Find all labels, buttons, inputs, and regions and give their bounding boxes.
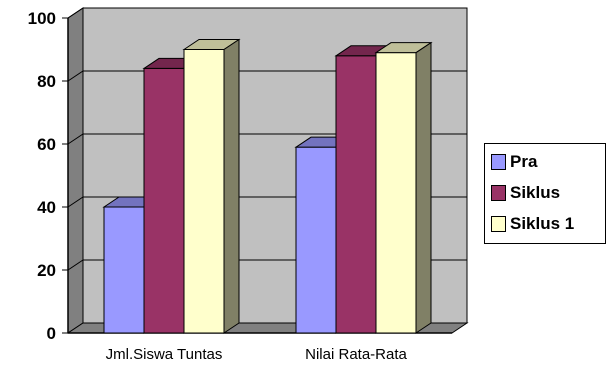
x-tick-label: Nilai Rata-Rata xyxy=(305,346,407,363)
bar-siklus-1-jml-siswa-tuntas xyxy=(183,49,225,334)
legend-label-siklus-1: Siklus 1 xyxy=(510,213,575,233)
y-tick-label: 20 xyxy=(37,261,56,280)
bar-pra-nilai-rata-rata xyxy=(295,146,337,334)
y-tick-label: 100 xyxy=(28,9,56,28)
y-tick-labels: 0 20 40 60 80 100 xyxy=(28,9,56,343)
legend-swatch-siklus-1 xyxy=(491,215,506,232)
bar-side xyxy=(415,41,432,334)
legend-item-siklus: Siklus xyxy=(491,177,605,208)
y-tick-label: 80 xyxy=(37,72,56,91)
y-tick-label: 0 xyxy=(47,324,56,343)
legend-item-siklus-1: Siklus 1 xyxy=(491,208,605,239)
bar-side xyxy=(223,38,240,334)
legend: Pra Siklus Siklus 1 xyxy=(484,143,606,244)
legend-item-pra: Pra xyxy=(491,146,605,177)
bars xyxy=(102,38,433,334)
x-tick-labels: Jml.Siswa Tuntas Nilai Rata-Rata xyxy=(106,346,408,363)
x-tick-label: Jml.Siswa Tuntas xyxy=(106,346,223,363)
plot-side-wall xyxy=(67,7,84,334)
y-tick-label: 40 xyxy=(37,198,56,217)
legend-label-siklus: Siklus xyxy=(510,182,561,202)
bar-pra-jml-siswa-tuntas xyxy=(103,206,145,334)
y-tick-label: 60 xyxy=(37,135,56,154)
legend-swatch-pra xyxy=(491,153,506,170)
legend-swatch-siklus xyxy=(491,184,506,201)
legend-label-pra: Pra xyxy=(510,151,538,171)
gridline xyxy=(67,7,467,19)
bar-siklus-1-nilai-rata-rata xyxy=(375,52,417,334)
bar-siklus-nilai-rata-rata xyxy=(335,55,377,334)
bar-siklus-jml-siswa-tuntas xyxy=(143,67,185,334)
